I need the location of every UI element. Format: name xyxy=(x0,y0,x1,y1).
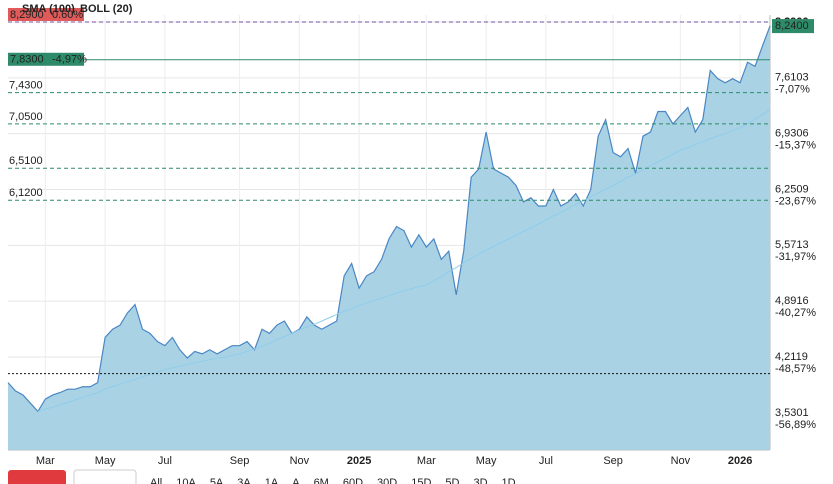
x-tick-label: Jul xyxy=(539,455,553,467)
level-change: 0.60% xyxy=(52,9,83,21)
range-button[interactable]: 6M xyxy=(314,477,329,484)
x-tick-label: Jul xyxy=(158,455,172,467)
range-button[interactable]: 5A xyxy=(210,477,224,484)
last-price-box xyxy=(772,19,814,34)
x-tick-label: May xyxy=(95,455,116,467)
y-tick-change: -7,07% xyxy=(775,84,810,96)
legend-entry: BOLL (20) xyxy=(80,3,133,15)
last-price-label: 8,2400 xyxy=(775,20,809,32)
range-button[interactable]: All xyxy=(150,477,162,484)
y-tick-label: 5,5713 xyxy=(775,239,809,251)
x-tick-label: Nov xyxy=(671,455,691,467)
y-tick-label: 4,8916 xyxy=(775,295,809,307)
sma-line xyxy=(37,109,771,412)
level-label: 7,0500 xyxy=(9,111,43,123)
level-label-box xyxy=(8,52,84,66)
price-line xyxy=(7,25,771,413)
x-tick-label: Sep xyxy=(230,455,250,467)
x-tick-label: 2025 xyxy=(347,455,371,467)
y-tick-change: -40,27% xyxy=(775,307,816,319)
level-change: -4,97% xyxy=(52,54,87,66)
y-tick-change: -48,57% xyxy=(775,363,816,375)
range-button[interactable]: 60D xyxy=(343,477,363,484)
price-area xyxy=(8,26,770,451)
y-tick-label: 6,2509 xyxy=(775,183,809,195)
x-tick-label: May xyxy=(476,455,497,467)
legend-entry: SMA (100) xyxy=(22,3,75,15)
x-tick-label: Nov xyxy=(290,455,310,467)
range-button[interactable]: 5D xyxy=(445,477,459,484)
range-button[interactable]: 1D xyxy=(502,477,516,484)
y-tick-label: 3,5301 xyxy=(775,407,809,419)
level-label: 8,2900 xyxy=(10,9,44,21)
range-button[interactable]: 1A xyxy=(265,477,279,484)
range-button[interactable]: 3A xyxy=(237,477,251,484)
x-tick-label: Sep xyxy=(603,455,623,467)
level-label: 6,1200 xyxy=(9,187,43,199)
exchange-button[interactable] xyxy=(8,470,66,484)
y-tick-change: -15,37% xyxy=(775,140,816,152)
level-label: 6,5100 xyxy=(9,155,43,167)
y-tick-change: -31,97% xyxy=(775,251,816,263)
mode-button[interactable] xyxy=(73,469,137,484)
y-tick-change: -56,89% xyxy=(775,419,816,431)
range-button[interactable]: 3D xyxy=(473,477,487,484)
y-tick-label: 6,9306 xyxy=(775,128,809,140)
x-tick-label: 2026 xyxy=(728,455,752,467)
y-tick-label: 7,6103 xyxy=(775,72,809,84)
level-label-box xyxy=(8,7,84,21)
range-button[interactable]: A xyxy=(292,477,300,484)
range-button[interactable]: 10A xyxy=(176,477,196,484)
x-tick-label: Mar xyxy=(417,455,436,467)
range-button[interactable]: 15D xyxy=(411,477,431,484)
range-button[interactable]: 30D xyxy=(377,477,397,484)
y-tick-label: 4,2119 xyxy=(775,351,808,363)
x-tick-label: Mar xyxy=(36,455,55,467)
level-label: 7,8300 xyxy=(10,54,44,66)
y-tick-change: -23,67% xyxy=(775,195,816,207)
level-label: 7,4300 xyxy=(9,80,43,92)
